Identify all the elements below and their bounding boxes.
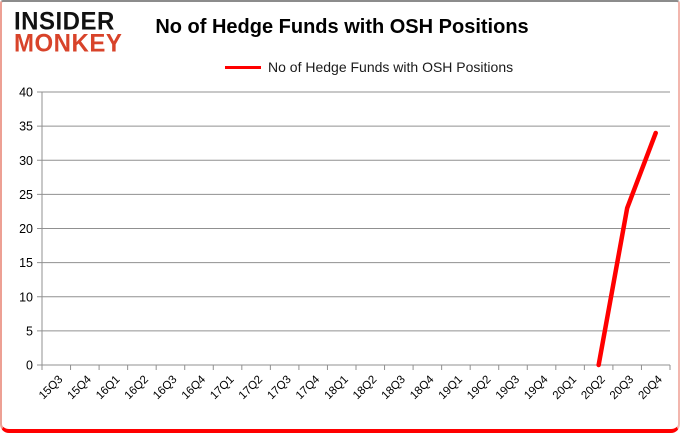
x-tick-label: 18Q3 [380,374,408,402]
x-tick-label: 16Q3 [151,374,179,402]
x-tick-label: 17Q1 [208,374,236,402]
x-tick-label: 17Q2 [237,374,265,402]
x-tick-label: 20Q4 [636,373,665,402]
y-tick-label: 20 [19,222,33,236]
x-tick-label: 15Q4 [66,373,95,402]
x-tick-label: 20Q3 [608,374,636,402]
x-tick-label: 18Q1 [322,374,350,402]
y-tick-label: 10 [19,290,33,304]
legend-line-icon [225,65,261,69]
y-tick-label: 15 [19,256,33,270]
logo-monkey-text: MONKEY [14,29,123,58]
y-tick-label: 5 [26,324,33,338]
y-tick-label: 25 [19,188,33,202]
y-tick-label: 0 [26,359,33,373]
x-tick-label: 19Q4 [522,373,551,402]
x-tick-label: 16Q4 [180,373,209,402]
x-tick-label: 16Q2 [123,374,151,402]
y-tick-label: 30 [19,154,33,168]
y-tick-label: 35 [19,120,33,134]
x-tick-label: 19Q3 [494,374,522,402]
x-tick-label: 17Q3 [265,374,293,402]
x-tick-label: 20Q1 [551,374,579,402]
chart-title: No of Hedge Funds with OSH Positions [155,16,529,38]
x-tick-label: 17Q4 [294,373,323,402]
legend-label: No of Hedge Funds with OSH Positions [268,59,514,75]
y-tick-label: 40 [19,86,33,100]
x-tick-label: 19Q1 [437,374,465,402]
x-tick-label: 18Q4 [408,373,437,402]
x-tick-label: 18Q2 [351,374,379,402]
x-tick-label: 15Q3 [37,374,65,402]
x-tick-label: 20Q2 [579,374,607,402]
x-tick-label: 16Q1 [94,374,122,402]
x-tick-label: 19Q2 [465,374,493,402]
legend: No of Hedge Funds with OSH Positions [225,59,513,75]
series-line [596,130,658,368]
logo-insider-text: INSIDER [14,7,115,36]
insider-monkey-logo: INSIDER MONKEY [14,7,123,58]
